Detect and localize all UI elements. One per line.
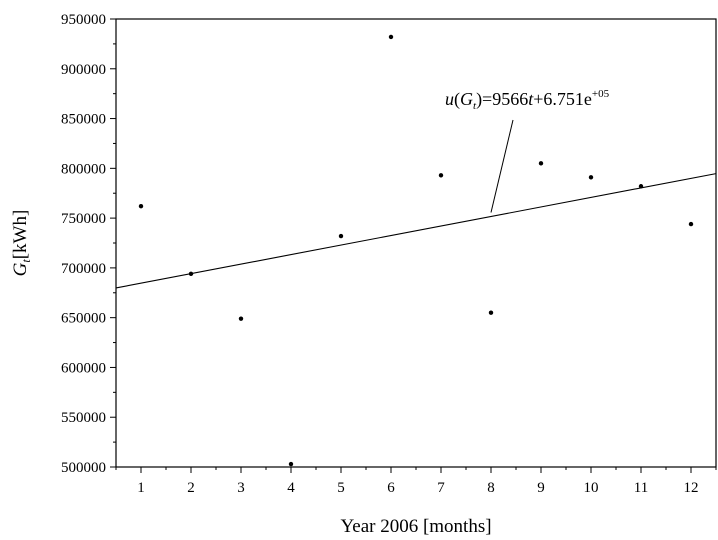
x-tick-label: 9 bbox=[537, 480, 545, 496]
data-point bbox=[388, 34, 394, 40]
y-tick-label: 700000 bbox=[61, 261, 106, 277]
x-tick-label: 6 bbox=[387, 480, 395, 496]
fit-line-group bbox=[115, 173, 717, 289]
y-tick-label: 600000 bbox=[61, 360, 106, 376]
x-axis-title: Year 2006 [months] bbox=[340, 516, 491, 537]
x-tick-label: 12 bbox=[684, 480, 699, 496]
x-tick-label: 2 bbox=[187, 480, 195, 496]
data-point bbox=[288, 461, 294, 467]
y-axis-title: Gt[kWh] bbox=[10, 210, 33, 277]
y-axis-title-unit: [kWh] bbox=[10, 210, 31, 260]
data-point bbox=[338, 233, 344, 239]
x-tick-label: 10 bbox=[584, 480, 599, 496]
y-axis-ticks: 500000 550000 600000 650000 700000 750000 8000… bbox=[61, 12, 116, 476]
y-tick-label: 650000 bbox=[61, 311, 106, 327]
y-tick-label: 550000 bbox=[61, 410, 106, 426]
y-axis-title-subscript: t bbox=[19, 259, 33, 263]
data-point bbox=[488, 310, 494, 315]
eq-exponent: +05 bbox=[592, 88, 610, 100]
regression-line bbox=[115, 173, 717, 289]
x-tick-label: 5 bbox=[337, 480, 345, 496]
eq-u: u bbox=[445, 89, 454, 109]
data-point bbox=[238, 316, 244, 321]
data-point bbox=[138, 203, 144, 209]
fit-equation-label: u(Gt)=9566t+6.751e+05 bbox=[445, 88, 610, 112]
x-tick-label: 3 bbox=[237, 480, 245, 496]
y-tick-label: 850000 bbox=[61, 112, 106, 128]
y-tick-label: 900000 bbox=[61, 62, 106, 78]
x-tick-label: 1 bbox=[137, 480, 145, 496]
x-tick-label: 8 bbox=[487, 480, 495, 496]
eq-g: G bbox=[460, 89, 473, 109]
x-tick-label: 4 bbox=[287, 480, 295, 496]
data-point bbox=[688, 221, 694, 227]
eq-open: ( bbox=[454, 89, 460, 110]
plot-frame bbox=[115, 18, 717, 468]
y-tick-label: 950000 bbox=[61, 12, 106, 28]
y-axis-title-variable: G bbox=[10, 262, 31, 276]
x-axis-ticks: 1 2 3 4 5 6 7 8 9 10 11 12 bbox=[115, 467, 717, 496]
eq-g-subscript: t bbox=[473, 100, 477, 112]
x-tick-label: 7 bbox=[437, 480, 445, 496]
data-point bbox=[538, 161, 544, 166]
data-point bbox=[638, 184, 644, 189]
eq-intercept: +6.751e bbox=[533, 89, 592, 109]
data-point bbox=[188, 271, 194, 277]
data-point bbox=[438, 173, 444, 178]
eq-t: t bbox=[528, 89, 534, 109]
y-tick-label: 800000 bbox=[61, 161, 106, 177]
y-tick-label: 500000 bbox=[61, 460, 106, 476]
data-points bbox=[138, 34, 694, 467]
data-point bbox=[588, 175, 594, 180]
y-tick-label: 750000 bbox=[61, 211, 106, 227]
x-tick-label: 11 bbox=[634, 480, 648, 496]
eq-slope: )=9566 bbox=[476, 89, 528, 110]
equation-pointer-line bbox=[490, 119, 514, 213]
